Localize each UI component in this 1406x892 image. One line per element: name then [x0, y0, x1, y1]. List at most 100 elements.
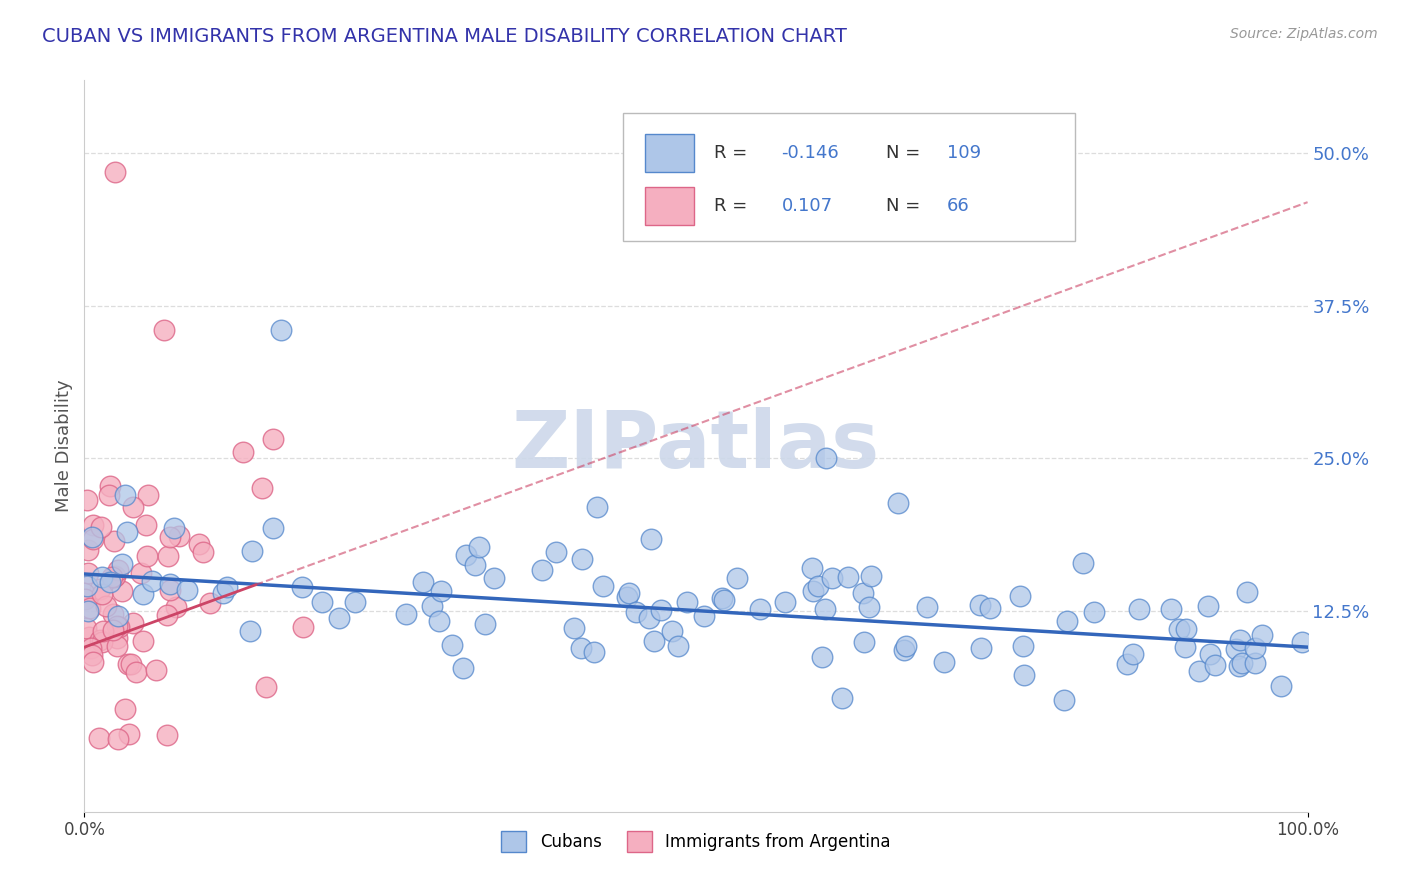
Point	[111, 558, 134, 572]
Point	[132, 633, 155, 648]
Point	[198, 596, 221, 610]
Point	[262, 432, 284, 446]
Point	[254, 680, 277, 694]
Point	[91, 570, 114, 584]
Point	[111, 584, 134, 599]
Point	[440, 638, 463, 652]
Point	[586, 500, 609, 514]
Text: Source: ZipAtlas.com: Source: ZipAtlas.com	[1230, 27, 1378, 41]
Point	[105, 639, 128, 653]
Point	[188, 537, 211, 551]
Point	[661, 624, 683, 638]
Point	[1236, 584, 1258, 599]
Point	[592, 579, 614, 593]
Point	[468, 540, 491, 554]
Point	[1250, 628, 1272, 642]
Point	[1229, 632, 1251, 647]
Point	[643, 633, 665, 648]
Point	[76, 566, 98, 580]
Text: -0.146: -0.146	[782, 144, 839, 161]
Point	[76, 579, 98, 593]
Point	[1071, 556, 1094, 570]
Point	[240, 544, 263, 558]
Point	[156, 608, 179, 623]
Point	[640, 532, 662, 546]
Point	[77, 604, 100, 618]
Text: N =: N =	[886, 144, 920, 161]
Point	[159, 530, 181, 544]
Point	[145, 664, 167, 678]
Point	[1116, 657, 1139, 671]
Point	[169, 529, 191, 543]
Point	[831, 691, 853, 706]
Point	[1008, 589, 1031, 603]
Text: R =: R =	[714, 144, 748, 161]
Point	[530, 563, 553, 577]
Point	[676, 595, 699, 609]
Point	[807, 578, 830, 592]
Point	[132, 587, 155, 601]
Point	[159, 577, 181, 591]
Point	[136, 549, 159, 564]
Point	[1244, 641, 1267, 656]
Point	[569, 640, 592, 655]
Point	[571, 551, 593, 566]
Point	[89, 632, 111, 647]
Point	[250, 481, 273, 495]
Point	[91, 635, 114, 649]
Point	[103, 623, 125, 637]
Point	[1227, 658, 1250, 673]
Point	[1174, 640, 1197, 654]
Point	[159, 583, 181, 598]
Point	[107, 608, 129, 623]
Point	[76, 542, 98, 557]
Text: 66: 66	[946, 197, 970, 215]
Point	[1012, 640, 1035, 654]
Point	[1270, 679, 1292, 693]
Point	[1053, 693, 1076, 707]
Point	[232, 445, 254, 459]
Point	[811, 650, 834, 665]
Point	[135, 518, 157, 533]
Point	[80, 640, 103, 655]
Point	[80, 648, 103, 662]
Point	[215, 580, 238, 594]
Point	[801, 584, 824, 599]
Point	[1128, 601, 1150, 615]
Point	[212, 585, 235, 599]
Point	[129, 566, 152, 581]
Point	[91, 624, 114, 639]
Point	[693, 609, 716, 624]
Point	[474, 616, 496, 631]
Point	[637, 611, 659, 625]
Point	[666, 640, 689, 654]
Point	[262, 521, 284, 535]
Point	[104, 568, 127, 582]
Point	[859, 569, 882, 583]
Point	[1232, 656, 1254, 670]
Point	[725, 571, 748, 585]
Point	[1204, 658, 1226, 673]
Point	[117, 524, 139, 539]
Point	[103, 533, 125, 548]
Point	[136, 488, 159, 502]
Point	[970, 641, 993, 656]
Point	[1167, 622, 1189, 636]
Point	[713, 593, 735, 607]
Text: R =: R =	[714, 197, 748, 215]
Point	[165, 600, 187, 615]
Point	[894, 639, 917, 653]
Point	[626, 605, 648, 619]
Point	[94, 599, 117, 613]
Point	[343, 595, 366, 609]
Point	[710, 591, 733, 606]
Point	[82, 518, 104, 533]
Text: ZIPatlas: ZIPatlas	[512, 407, 880, 485]
Text: CUBAN VS IMMIGRANTS FROM ARGENTINA MALE DISABILITY CORRELATION CHART: CUBAN VS IMMIGRANTS FROM ARGENTINA MALE …	[42, 27, 846, 45]
Point	[464, 558, 486, 572]
Point	[101, 569, 124, 583]
Point	[1083, 605, 1105, 619]
Point	[420, 599, 443, 614]
Point	[616, 590, 638, 604]
Point	[156, 549, 179, 564]
